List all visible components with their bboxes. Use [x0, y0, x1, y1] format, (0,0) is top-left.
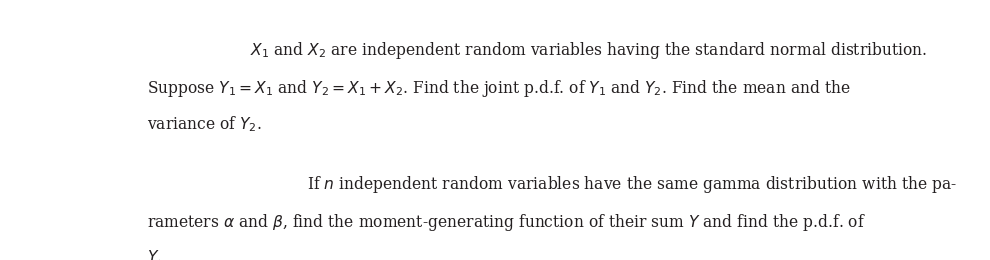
Text: rameters $\alpha$ and $\beta$, find the moment-generating function of their sum : rameters $\alpha$ and $\beta$, find the …: [147, 212, 865, 233]
Text: If $n$ independent random variables have the same gamma distribution with the pa: If $n$ independent random variables have…: [307, 174, 957, 195]
Text: $Y$.: $Y$.: [147, 249, 161, 260]
Text: variance of $Y_2$.: variance of $Y_2$.: [147, 114, 261, 134]
Text: $X_1$ and $X_2$ are independent random variables having the standard normal dist: $X_1$ and $X_2$ are independent random v…: [250, 40, 928, 61]
Text: Suppose $Y_1 = X_1$ and $Y_2 = X_1 + X_2$. Find the joint p.d.f. of $Y_1$ and $Y: Suppose $Y_1 = X_1$ and $Y_2 = X_1 + X_2…: [147, 78, 850, 99]
